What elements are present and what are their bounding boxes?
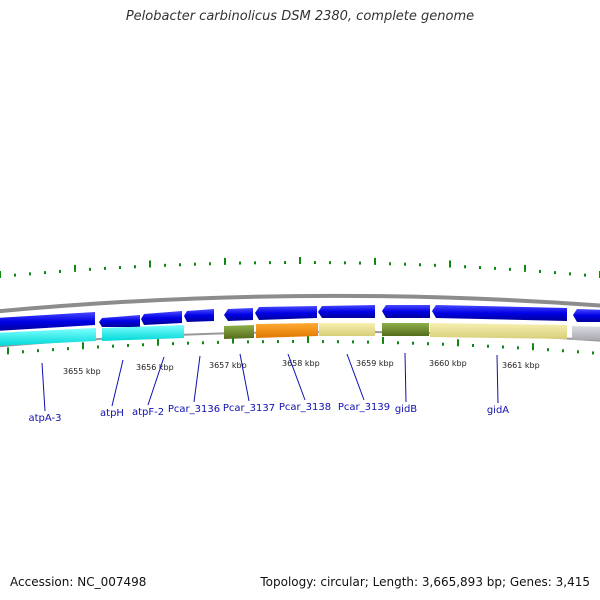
leader-line xyxy=(193,355,201,403)
gene-arrow[interactable] xyxy=(432,305,567,321)
scale-label: 3658 kbp xyxy=(282,359,320,368)
leader-line xyxy=(346,353,365,401)
gene-arrow[interactable] xyxy=(141,311,182,325)
leader-line xyxy=(496,354,499,404)
forward-strand-track xyxy=(0,305,600,331)
gene-arrow[interactable] xyxy=(318,305,375,318)
leader-line xyxy=(287,353,306,401)
category-segment[interactable] xyxy=(256,323,318,338)
outer-tick-marks xyxy=(0,257,600,278)
scale-label: 3659 kbp xyxy=(356,359,394,368)
category-segment[interactable] xyxy=(572,326,600,340)
gene-label[interactable]: atpH xyxy=(100,408,124,419)
leader-line xyxy=(111,359,124,407)
gene-label[interactable]: Pcar_3136 xyxy=(168,404,220,415)
gene-arrow[interactable] xyxy=(255,306,317,320)
category-segment[interactable] xyxy=(319,323,375,336)
gene-arrow[interactable] xyxy=(184,309,214,322)
scale-label: 3661 kbp xyxy=(502,361,540,370)
gene-label[interactable]: Pcar_3138 xyxy=(279,402,331,413)
gene-arrow[interactable] xyxy=(99,315,140,327)
gene-label[interactable]: atpA-3 xyxy=(29,413,62,424)
category-track xyxy=(0,323,600,346)
gene-label[interactable]: gidA xyxy=(487,405,509,416)
leader-line xyxy=(41,362,46,412)
leader-line xyxy=(404,352,407,403)
gene-arrow[interactable] xyxy=(0,312,95,331)
gene-label[interactable]: gidB xyxy=(395,404,417,415)
category-segment[interactable] xyxy=(430,323,567,339)
category-segment[interactable] xyxy=(382,323,429,336)
gene-label[interactable]: Pcar_3137 xyxy=(223,403,275,414)
gene-label[interactable]: atpF-2 xyxy=(132,407,164,418)
gene-arrow[interactable] xyxy=(224,308,253,321)
gene-labels: atpA-3 atpH atpF-2 Pcar_3136 Pcar_3137 Pcar_3… xyxy=(29,352,509,424)
map-title: Pelobacter carbinolicus DSM 2380, comple… xyxy=(125,9,475,24)
leader-line xyxy=(239,353,250,402)
scale-label: 3656 kbp xyxy=(136,363,174,372)
accession-text: Accession: NC_007498 xyxy=(10,575,147,589)
category-segment[interactable] xyxy=(0,328,96,346)
gene-arrow[interactable] xyxy=(382,305,430,318)
leader-line xyxy=(147,356,165,406)
inner-tick-marks xyxy=(7,336,594,355)
scale-label: 3657 kbp xyxy=(209,361,247,370)
gene-arrow[interactable] xyxy=(573,309,600,322)
genome-backbone xyxy=(0,293,600,314)
scale-labels: 3655 kbp 3656 kbp 3657 kbp 3658 kbp 3659 kbp… xyxy=(63,359,540,376)
category-segment[interactable] xyxy=(224,325,254,339)
category-segment[interactable] xyxy=(102,325,184,341)
scale-label: 3655 kbp xyxy=(63,367,101,376)
genome-summary: Topology: circular; Length: 3,665,893 bp… xyxy=(260,575,590,589)
scale-label: 3660 kbp xyxy=(429,359,467,368)
gene-label[interactable]: Pcar_3139 xyxy=(338,402,390,413)
